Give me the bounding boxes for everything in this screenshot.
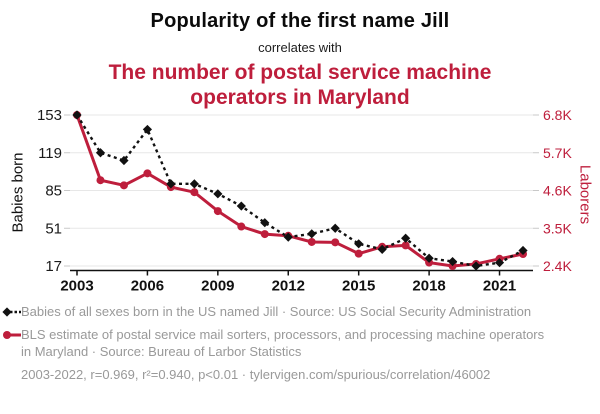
legend-item-jill-label: Babies of all sexes born in the US named… bbox=[21, 304, 532, 319]
x-axis-tick-label: 2015 bbox=[342, 278, 375, 295]
x-axis-tick-label: 2012 bbox=[272, 278, 305, 295]
legend-item-bls: BLS estimate of postal service mail sort… bbox=[3, 326, 549, 360]
page-title: Popularity of the first name Jill bbox=[150, 10, 450, 32]
data-point-jill-babies bbox=[72, 110, 82, 120]
data-point-jill-babies bbox=[330, 223, 340, 233]
right-axis-tick-label: 3.5K bbox=[543, 220, 572, 236]
data-point-postal-operators bbox=[143, 169, 152, 178]
correlates-with-label: correlates with bbox=[258, 40, 342, 55]
data-point-jill-babies bbox=[189, 179, 199, 189]
data-point-postal-operators bbox=[401, 241, 410, 250]
data-point-postal-operators bbox=[331, 238, 340, 247]
data-point-jill-babies bbox=[95, 148, 106, 158]
x-axis-tick-label: 2006 bbox=[131, 278, 164, 295]
chart-header: Popularity of the first name Jill correl… bbox=[0, 0, 600, 110]
plot-canvas: 17 51 85 119 153 2.4K 3.5K 4.6K 5.7K 6.8K 2003 2006… bbox=[37, 107, 572, 295]
stats-citation: 2003-2022, r=0.969, r²=0.940, p<0.01 · t… bbox=[21, 367, 491, 383]
x-axis-tick-label: 2018 bbox=[412, 278, 445, 295]
data-point-postal-operators bbox=[260, 230, 269, 239]
right-axis-tick-label: 6.8K bbox=[543, 107, 572, 123]
data-point-jill-babies bbox=[166, 179, 176, 189]
data-point-jill-babies bbox=[354, 239, 364, 249]
left-axis-tick-label: 153 bbox=[37, 107, 62, 124]
data-point-postal-operators bbox=[119, 181, 128, 190]
data-point-jill-babies bbox=[424, 253, 434, 263]
left-axis-tick-label: 85 bbox=[45, 183, 62, 200]
data-point-jill-babies bbox=[518, 245, 528, 256]
left-axis-tick-label: 51 bbox=[45, 220, 62, 237]
data-point-jill-babies bbox=[236, 201, 246, 211]
data-point-jill-babies bbox=[377, 244, 387, 254]
data-point-jill-babies bbox=[307, 229, 317, 239]
right-axis-tick-label: 4.6K bbox=[543, 183, 572, 199]
data-point-postal-operators bbox=[213, 207, 222, 216]
x-axis-tick-label: 2021 bbox=[483, 278, 516, 295]
data-point-jill-babies bbox=[260, 218, 270, 228]
data-point-jill-babies bbox=[142, 124, 153, 135]
secondary-title: The number of postal service machine ope… bbox=[108, 61, 492, 110]
left-axis-tick-label: 17 bbox=[45, 258, 62, 275]
data-point-postal-operators bbox=[190, 188, 199, 197]
data-point-jill-babies bbox=[494, 258, 505, 268]
left-axis-tick-label: 119 bbox=[38, 145, 62, 162]
legend-item-bls-label: BLS estimate of postal service mail sort… bbox=[21, 327, 545, 360]
data-point-postal-operators bbox=[354, 249, 363, 258]
data-point-postal-operators bbox=[307, 237, 316, 246]
x-axis-tick-label: 2003 bbox=[60, 278, 93, 295]
data-point-jill-babies bbox=[401, 233, 411, 243]
data-point-postal-operators bbox=[237, 222, 246, 231]
data-point-jill-babies bbox=[283, 232, 293, 242]
x-axis-tick-label: 2009 bbox=[201, 278, 234, 295]
legend-item-jill: Babies of all sexes born in the US named… bbox=[2, 303, 549, 320]
right-axis-tick-label: 5.7K bbox=[543, 145, 572, 161]
operators-series-marker-icon bbox=[3, 331, 21, 340]
data-point-postal-operators bbox=[96, 176, 105, 185]
data-point-jill-babies bbox=[213, 189, 223, 199]
legend: Babies of all sexes born in the US named… bbox=[2, 303, 576, 383]
jill-series-marker-icon bbox=[2, 307, 21, 317]
right-axis-tick-label: 2.4K bbox=[543, 258, 572, 274]
chart-area: Babies born Laborers 17 51 85 119 153 2.4K 3.5… bbox=[0, 100, 600, 300]
data-point-jill-babies bbox=[471, 261, 481, 271]
data-point-jill-babies bbox=[119, 155, 129, 166]
